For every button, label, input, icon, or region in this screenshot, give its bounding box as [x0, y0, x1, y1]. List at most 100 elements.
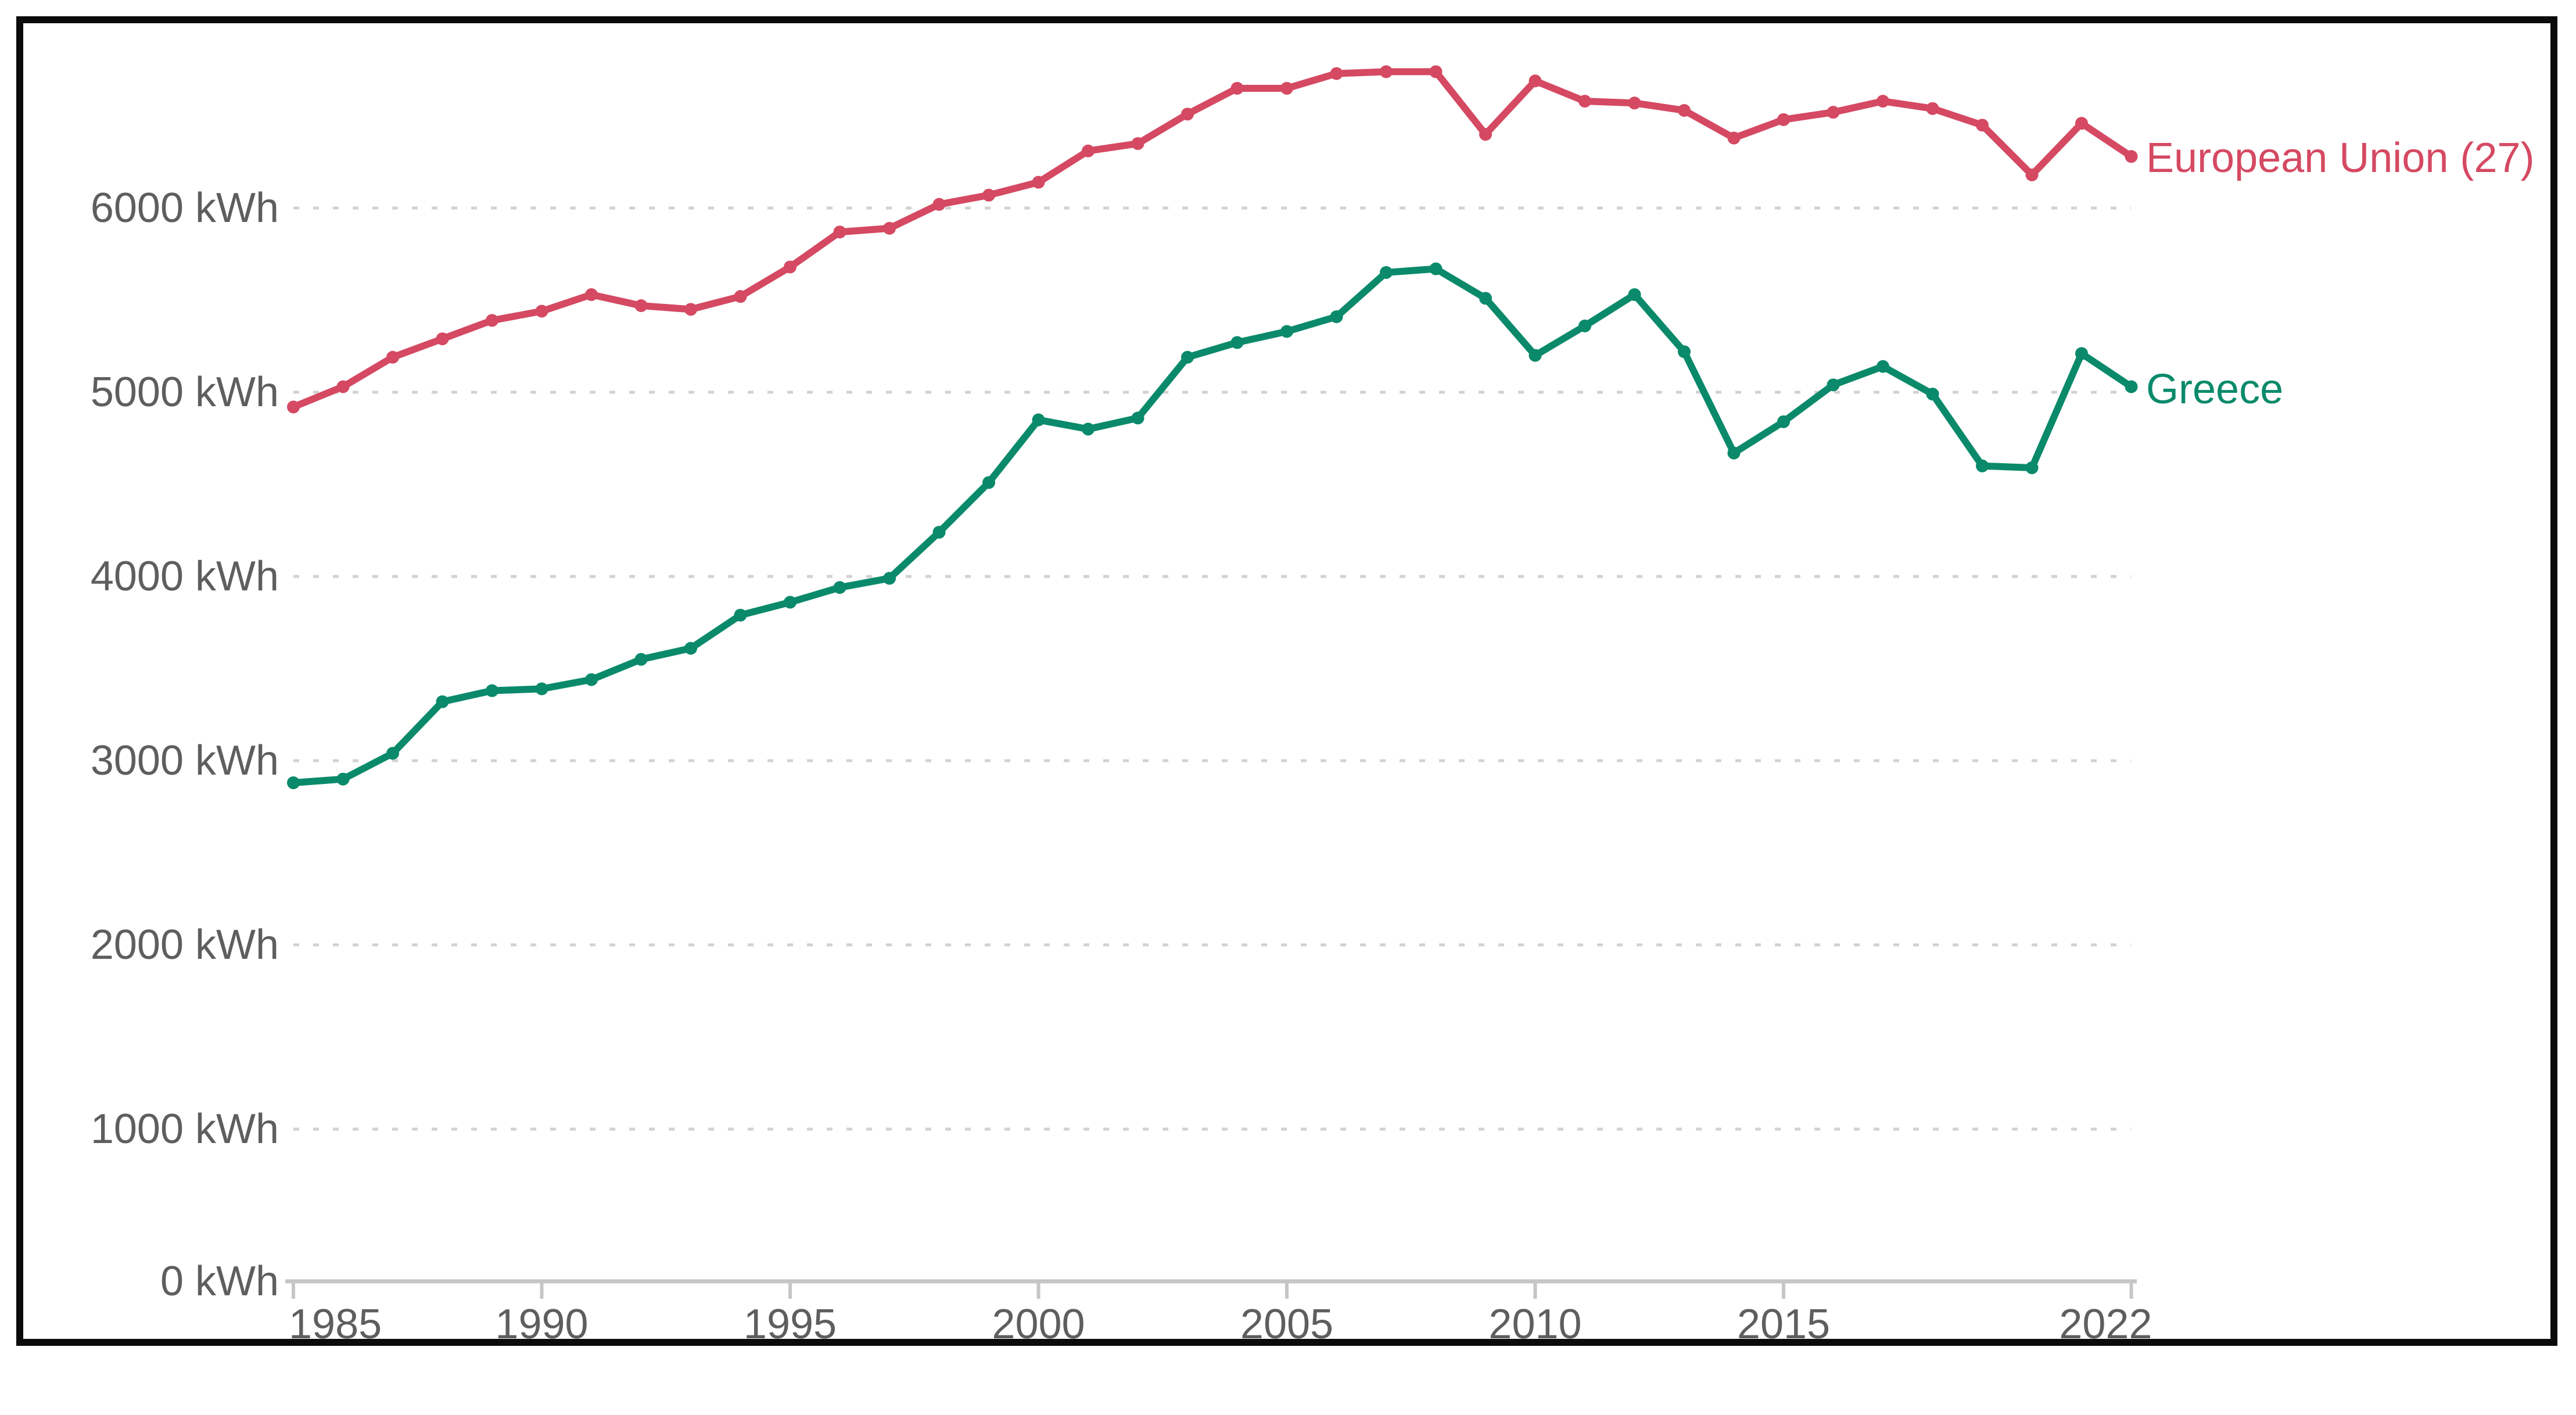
data-point-european-union-27-2005 — [1280, 81, 1293, 95]
data-point-greece-1998 — [932, 525, 946, 539]
y-tick-label-4000: 4000 kWh — [91, 553, 279, 600]
data-point-european-union-27-1996 — [833, 225, 846, 239]
x-tick-label-2010: 2010 — [1488, 1301, 1581, 1348]
data-point-greece-2013 — [1678, 345, 1691, 359]
data-point-european-union-27-2000 — [1032, 175, 1045, 189]
series-label-european-union-27: European Union (27) — [2146, 135, 2534, 181]
data-point-european-union-27-1991 — [585, 288, 598, 301]
data-point-greece-1987 — [386, 747, 399, 760]
data-point-greece-2009 — [1479, 292, 1492, 305]
data-point-greece-2003 — [1181, 350, 1194, 364]
data-point-european-union-27-2014 — [1727, 131, 1741, 145]
series-layer — [287, 65, 2138, 790]
data-point-european-union-27-1988 — [436, 332, 449, 346]
data-point-european-union-27-1992 — [634, 299, 648, 313]
data-point-greece-2021 — [2075, 347, 2088, 360]
x-tick-label-2022: 2022 — [2059, 1301, 2152, 1348]
series-line-greece — [290, 265, 2135, 787]
data-point-european-union-27-2012 — [1628, 96, 1641, 110]
data-point-greece-2007 — [1380, 266, 1393, 279]
data-point-european-union-27-2022 — [2125, 150, 2138, 163]
data-point-european-union-27-2018 — [1926, 102, 1939, 115]
data-point-european-union-27-2013 — [1678, 103, 1691, 117]
data-point-european-union-27-1998 — [932, 198, 946, 211]
data-point-european-union-27-2009 — [1479, 128, 1492, 141]
data-point-european-union-27-1990 — [535, 305, 548, 318]
series-label-greece: Greece — [2146, 366, 2283, 413]
data-point-european-union-27-1993 — [684, 303, 697, 316]
data-point-greece-2002 — [1131, 411, 1145, 425]
data-point-european-union-27-2010 — [1529, 74, 1542, 88]
data-point-greece-1994 — [734, 608, 747, 622]
data-point-greece-2022 — [2125, 380, 2138, 393]
data-point-greece-2018 — [1926, 388, 1939, 401]
data-point-european-union-27-2006 — [1330, 67, 1343, 80]
data-point-greece-1986 — [336, 772, 350, 786]
data-point-greece-2000 — [1032, 413, 1045, 427]
x-tick-label-2015: 2015 — [1737, 1301, 1830, 1348]
y-tick-label-6000: 6000 kWh — [91, 185, 279, 231]
data-point-greece-2014 — [1727, 446, 1741, 460]
data-point-greece-1988 — [436, 695, 449, 708]
data-point-european-union-27-1985 — [287, 400, 300, 414]
data-point-european-union-27-1994 — [734, 290, 747, 303]
data-point-european-union-27-2004 — [1230, 81, 1244, 95]
data-point-greece-2001 — [1082, 422, 1095, 436]
data-point-greece-2004 — [1230, 336, 1244, 349]
y-tick-label-1000: 1000 kWh — [91, 1106, 279, 1152]
data-point-greece-1990 — [535, 682, 548, 696]
data-point-european-union-27-2017 — [1877, 95, 1889, 108]
data-point-greece-2011 — [1578, 319, 1591, 332]
data-point-greece-1999 — [982, 476, 995, 489]
data-point-greece-2010 — [1529, 349, 1542, 362]
data-point-european-union-27-1989 — [486, 314, 498, 327]
data-point-european-union-27-2001 — [1082, 144, 1095, 157]
data-point-greece-1992 — [634, 653, 648, 666]
data-point-european-union-27-1997 — [883, 221, 896, 235]
data-point-greece-1993 — [684, 642, 697, 655]
chart-frame — [16, 16, 2557, 1346]
data-point-european-union-27-1999 — [982, 188, 995, 202]
data-point-european-union-27-1995 — [784, 260, 797, 274]
data-point-european-union-27-2016 — [1827, 106, 1840, 119]
y-tick-label-5000: 5000 kWh — [91, 369, 279, 415]
data-point-european-union-27-2021 — [2075, 117, 2088, 130]
data-point-greece-2019 — [1976, 459, 1989, 472]
x-tick-label-1985: 1985 — [289, 1301, 382, 1348]
data-point-greece-1985 — [287, 776, 300, 790]
x-tick-label-2000: 2000 — [992, 1301, 1085, 1348]
data-point-european-union-27-2007 — [1380, 65, 1393, 78]
data-point-greece-1991 — [585, 673, 598, 686]
data-point-greece-2008 — [1429, 262, 1443, 275]
y-tick-label-2000: 2000 kWh — [91, 922, 279, 968]
x-tick-label-1990: 1990 — [495, 1301, 588, 1348]
data-point-greece-2017 — [1877, 360, 1889, 373]
data-point-greece-1996 — [833, 581, 846, 594]
y-tick-label-0: 0 kWh — [160, 1258, 279, 1305]
data-point-european-union-27-2015 — [1777, 113, 1790, 126]
grid-layer: 0 kWh 1000 kWh 2000 kWh 3000 kWh 4000 kWh 500… — [91, 185, 2131, 1305]
data-point-greece-2006 — [1330, 310, 1343, 324]
x-tick-label-2005: 2005 — [1240, 1301, 1333, 1348]
data-point-greece-1995 — [784, 596, 797, 609]
data-point-european-union-27-2002 — [1131, 137, 1145, 151]
data-point-greece-2016 — [1827, 378, 1840, 392]
data-point-european-union-27-1987 — [386, 350, 399, 364]
data-point-greece-2005 — [1280, 325, 1293, 338]
x-tick-label-1995: 1995 — [744, 1301, 837, 1348]
data-point-greece-2020 — [2025, 461, 2039, 474]
data-point-european-union-27-2019 — [1976, 119, 1989, 132]
data-point-european-union-27-2020 — [2025, 168, 2039, 181]
data-point-greece-2015 — [1777, 415, 1790, 428]
data-point-greece-1997 — [883, 572, 896, 585]
data-point-european-union-27-2008 — [1429, 65, 1443, 78]
axis-layer: 1985 1990 1995 2000 2005 2010 2015 2022 — [285, 1279, 2152, 1348]
series-line-european-union-27 — [290, 68, 2135, 411]
data-point-greece-2012 — [1628, 288, 1641, 301]
data-point-european-union-27-2003 — [1181, 108, 1194, 121]
y-tick-label-3000: 3000 kWh — [91, 737, 279, 784]
data-point-european-union-27-1986 — [336, 380, 350, 393]
data-point-european-union-27-2011 — [1578, 95, 1591, 108]
data-point-greece-1989 — [486, 684, 498, 697]
